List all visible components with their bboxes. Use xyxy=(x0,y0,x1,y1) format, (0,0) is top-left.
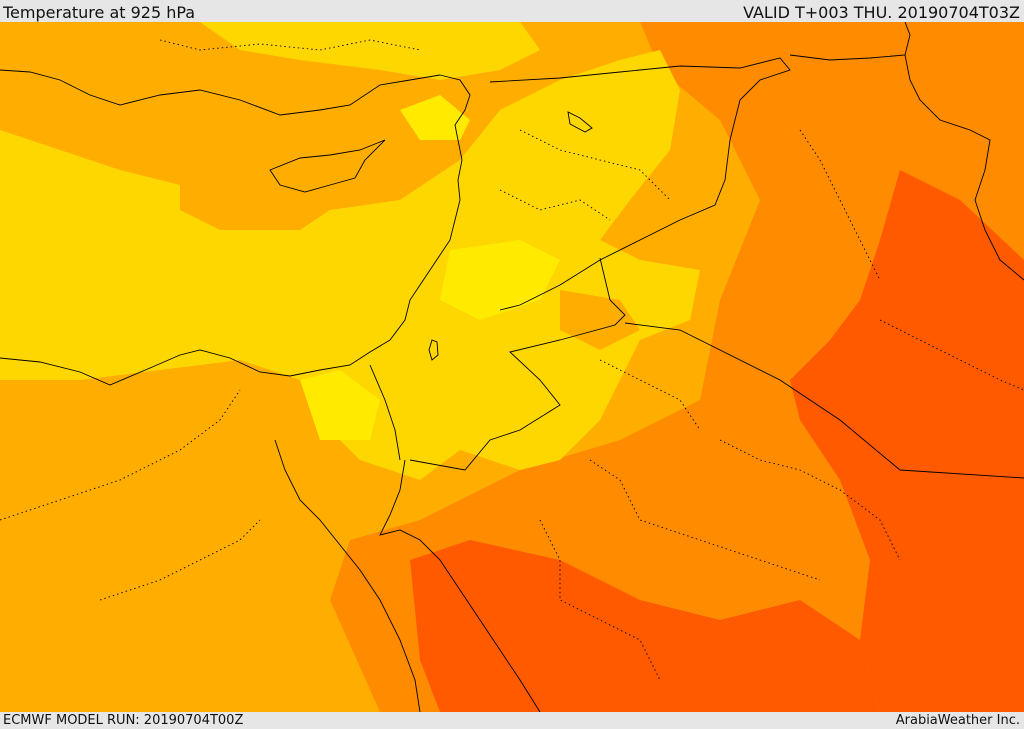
footer-bar: ECMWF MODEL RUN: 20190704T00Z ArabiaWeat… xyxy=(0,712,1024,729)
coastline-sinai xyxy=(274,439,421,712)
header-bar: Temperature at 925 hPa VALID T+003 THU. … xyxy=(0,0,1024,22)
lake-galilee xyxy=(428,339,439,361)
coastline-north xyxy=(0,69,441,116)
cyprus-outline xyxy=(269,139,386,193)
temperature-band-hot-east xyxy=(790,170,1024,712)
map-title: Temperature at 925 hPa xyxy=(3,3,196,22)
temperature-band-orange xyxy=(330,22,1024,712)
border-jordan-saudi xyxy=(409,257,626,471)
border-egypt-israel xyxy=(369,364,401,461)
coastline-levant xyxy=(0,74,471,386)
temperature-map xyxy=(0,22,1024,712)
valid-time: VALID T+003 THU. 20190704T03Z xyxy=(743,3,1020,22)
credit: ArabiaWeather Inc. xyxy=(895,713,1020,728)
temperature-band-orange-island-1 xyxy=(180,170,330,230)
temperature-band-pale-1 xyxy=(400,95,470,140)
coastline-gulf xyxy=(904,54,1024,281)
border-iraq-saudi xyxy=(624,322,1024,479)
temperature-band-yellow-north xyxy=(200,22,540,80)
coastline-aqaba xyxy=(379,459,541,712)
map-area[interactable] xyxy=(0,22,1024,712)
border-iraq-iran xyxy=(789,22,911,61)
temperature-band-hot-south xyxy=(410,540,880,712)
province-borders xyxy=(0,39,1024,681)
lake-assad xyxy=(567,111,593,133)
temperature-band-pale-3 xyxy=(300,370,380,440)
temperature-band-yellow xyxy=(0,50,700,480)
border-iraq-syria xyxy=(489,57,791,311)
model-run: ECMWF MODEL RUN: 20190704T00Z xyxy=(3,713,244,728)
